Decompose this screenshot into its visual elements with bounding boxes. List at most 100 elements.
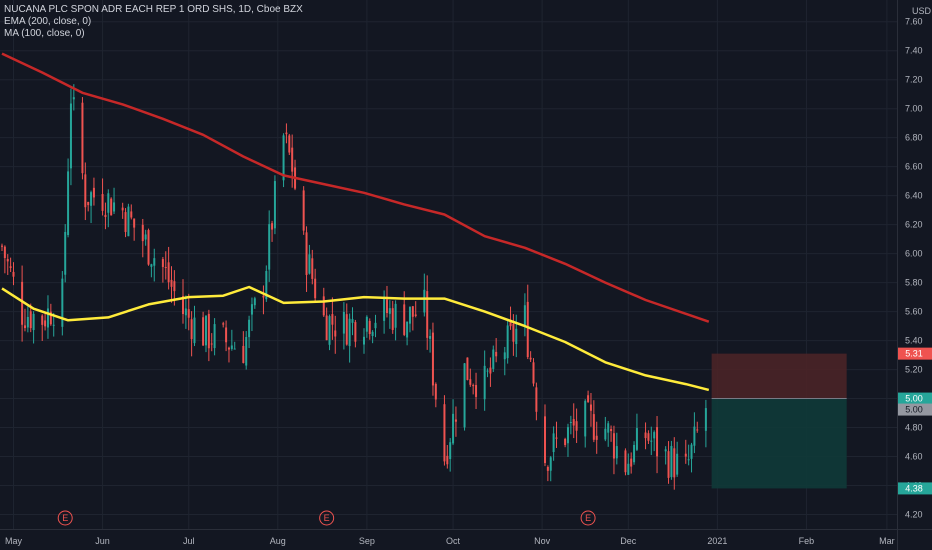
candle-body — [696, 429, 699, 431]
earnings-marker[interactable] — [319, 510, 335, 526]
candle-body — [529, 357, 532, 360]
candle-body — [647, 433, 650, 441]
candle-body — [23, 325, 26, 329]
candle-body — [271, 223, 274, 230]
candle-body — [362, 336, 365, 345]
candle-body — [546, 466, 549, 471]
candle-body — [515, 328, 518, 345]
stop-loss-zone[interactable] — [711, 353, 847, 399]
x-tick-label: 2021 — [707, 536, 727, 546]
candle-body — [434, 383, 437, 400]
candle-body — [90, 192, 93, 206]
candle-body — [543, 416, 546, 464]
candle-body — [483, 365, 486, 400]
candle-body — [84, 174, 87, 208]
take-profit-zone[interactable] — [711, 398, 847, 489]
candle-body — [670, 445, 673, 478]
candle-body — [173, 281, 176, 292]
candle-body — [426, 291, 429, 338]
candle-body — [693, 426, 696, 446]
y-tick-label: 7.60 — [905, 17, 923, 27]
price-tag-entry-label: 5.00 — [905, 405, 923, 415]
candle-body — [161, 259, 164, 267]
candle-body — [92, 187, 95, 198]
candle-body — [273, 181, 276, 229]
candle-body — [429, 336, 432, 339]
candle-body — [653, 432, 656, 439]
candle-body — [184, 308, 187, 316]
candle-body — [322, 296, 325, 316]
y-tick-label: 6.80 — [905, 133, 923, 143]
candle-body — [190, 319, 193, 340]
candle-body — [687, 459, 690, 461]
candle-body — [512, 323, 515, 342]
candle-body — [21, 281, 24, 325]
candle-body — [285, 132, 288, 135]
x-tick-label: Feb — [799, 536, 815, 546]
y-tick-label: 7.40 — [905, 46, 923, 56]
candle-body — [291, 147, 294, 172]
ma-100-line — [1, 285, 710, 392]
candle-body — [187, 309, 190, 318]
candle-body — [684, 453, 687, 457]
candle-body — [610, 429, 613, 432]
ma-legend[interactable]: MA (100, close, 0) — [4, 28, 85, 39]
candle-body — [673, 448, 676, 478]
candle-body — [52, 324, 55, 326]
candle-body — [288, 135, 291, 153]
candle-body — [282, 135, 285, 181]
ema-legend[interactable]: EMA (200, close, 0) — [4, 16, 92, 27]
candle-body — [635, 428, 638, 450]
candle-body — [365, 316, 368, 332]
candle-body — [225, 327, 228, 343]
candle-body — [595, 435, 598, 440]
candle-body — [331, 314, 334, 325]
earnings-marker[interactable] — [57, 510, 73, 526]
candle-body — [607, 423, 610, 433]
candle-body — [469, 379, 472, 385]
candle-body — [575, 421, 578, 431]
currency-label: USD — [912, 6, 932, 16]
x-tick-label: May — [5, 536, 23, 546]
candle-body — [87, 201, 90, 206]
candle-body — [408, 306, 411, 324]
candle-body — [207, 313, 210, 349]
candle-body — [268, 224, 271, 270]
earnings-marker[interactable] — [580, 510, 596, 526]
price-tag-stop-label: 5.31 — [905, 349, 923, 359]
x-tick-label: Oct — [446, 536, 461, 546]
price-tag-target — [898, 482, 932, 495]
candle-body — [443, 404, 446, 462]
candle-body — [101, 194, 104, 211]
y-tick-label: 4.20 — [905, 510, 923, 520]
symbol-title[interactable]: NUCANA PLC SPON ADR EACH REP 1 ORD SHS, … — [4, 4, 303, 15]
candle-body — [233, 348, 236, 350]
short-position-tool[interactable] — [711, 353, 847, 489]
candle-body — [210, 343, 213, 345]
candle-body — [612, 433, 615, 459]
candle-body — [64, 231, 67, 275]
candle-body — [104, 214, 107, 218]
candle-body — [704, 408, 707, 431]
candle-body — [342, 311, 345, 334]
candle-body — [147, 230, 150, 265]
candle-body — [391, 308, 394, 330]
candle-body — [604, 428, 607, 440]
candle-body — [463, 363, 466, 428]
candle-body — [265, 270, 268, 300]
x-tick-label: Mar — [879, 536, 895, 546]
candle-body — [113, 202, 116, 212]
candle-body — [302, 190, 305, 231]
candle-body — [549, 457, 552, 471]
candle-body — [466, 357, 469, 380]
candle-body — [133, 218, 136, 228]
candle-body — [656, 427, 659, 457]
time-axis[interactable]: May Jun Jul Aug Sep Oct Nov Dec 2021 Feb Mar — [5, 536, 895, 546]
candle-body — [676, 453, 679, 475]
y-tick-label: 6.20 — [905, 220, 923, 230]
candle-body — [181, 296, 184, 315]
y-tick-label: 6.60 — [905, 162, 923, 172]
candle-body — [374, 322, 377, 329]
